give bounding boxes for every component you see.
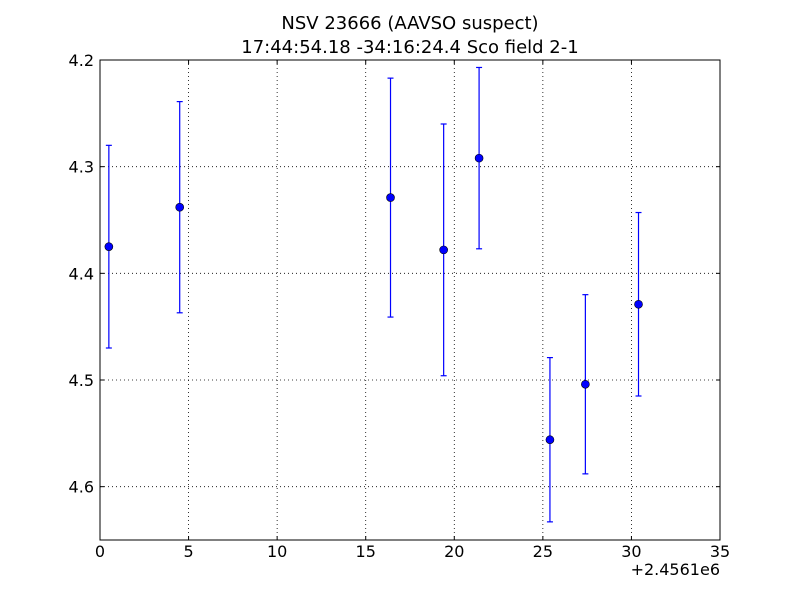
data-point bbox=[474, 66, 484, 250]
y-tick-label: 4.5 bbox=[69, 371, 94, 390]
chart-title: NSV 23666 (AAVSO suspect) bbox=[281, 13, 538, 34]
point-marker bbox=[175, 202, 185, 212]
data-point bbox=[104, 144, 114, 349]
y-tick-label: 4.3 bbox=[69, 158, 94, 177]
x-tick-label: 25 bbox=[533, 542, 553, 561]
point-marker bbox=[474, 153, 484, 163]
chart-subtitle: 17:44:54.18 -34:16:24.4 Sco field 2-1 bbox=[241, 37, 578, 58]
point-marker bbox=[439, 245, 448, 255]
point-marker bbox=[104, 242, 114, 251]
grid bbox=[100, 60, 720, 540]
x-tick-label: 10 bbox=[267, 542, 287, 561]
y-tick-label: 4.4 bbox=[69, 264, 94, 283]
y-tick-label: 4.2 bbox=[69, 51, 94, 70]
plot-frame bbox=[99, 59, 721, 541]
axis-ticks: 0 5 10 15 20 25 30 35 4.2 4.3 4.4 4.5 4.6 bbox=[69, 51, 731, 561]
point-marker bbox=[545, 435, 555, 445]
x-offset-label: +2.4561e6 bbox=[631, 560, 720, 579]
x-tick-label: 35 bbox=[710, 542, 730, 561]
x-tick-label: 30 bbox=[621, 542, 641, 561]
plot-points bbox=[104, 66, 643, 523]
point-marker bbox=[634, 299, 643, 309]
data-point bbox=[545, 357, 555, 523]
x-tick-label: 5 bbox=[183, 542, 193, 561]
data-point bbox=[386, 77, 395, 318]
data-point bbox=[439, 123, 448, 377]
data-point bbox=[634, 211, 643, 397]
data-point bbox=[175, 100, 185, 314]
data-point bbox=[581, 294, 590, 475]
y-tick-label: 4.6 bbox=[69, 478, 94, 497]
x-tick-label: 15 bbox=[356, 542, 376, 561]
x-tick-label: 20 bbox=[444, 542, 464, 561]
point-marker bbox=[581, 379, 590, 389]
x-tick-label: 0 bbox=[95, 542, 105, 561]
point-marker bbox=[386, 193, 395, 202]
